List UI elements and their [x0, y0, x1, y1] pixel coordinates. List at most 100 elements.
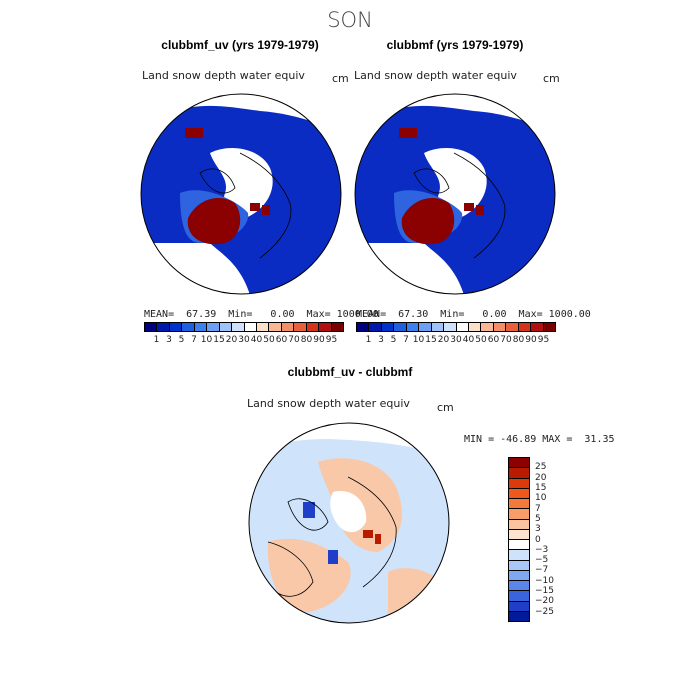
- panel1-colorbar-swatch: [331, 323, 343, 331]
- panel1-colorbar: [144, 322, 344, 332]
- diff-colorbar-swatch: [509, 570, 529, 581]
- panel1-stats: MEAN= 67.39 Min= 0.00 Max= 1000.00: [144, 309, 379, 320]
- panel1-colorbar-swatch: [145, 323, 158, 331]
- diff-colorbar-label: 5: [535, 513, 541, 524]
- panel1-colorbar-label: 70: [288, 335, 300, 345]
- panel2-map: [354, 93, 556, 295]
- panel2-colorbar-swatch: [369, 323, 382, 331]
- diff-colorbar-swatch: [509, 468, 529, 479]
- panel2-title: clubbmf (yrs 1979-1979): [386, 38, 524, 52]
- panel1-colorbar-swatch: [281, 323, 295, 331]
- panel1-variable: Land snow depth water equiv: [142, 69, 305, 82]
- panel2-colorbar-label: 60: [487, 335, 500, 345]
- panel2-colorbar-label: 90: [525, 335, 537, 345]
- diff-colorbar-label: −3: [535, 544, 549, 555]
- panel1-colorbar-swatch: [182, 323, 195, 331]
- diff-variable: Land snow depth water equiv: [247, 397, 410, 410]
- panel2-stats: MEAN= 67.30 Min= 0.00 Max= 1000.00: [356, 309, 591, 320]
- panel1-colorbar-swatch: [169, 323, 183, 331]
- panel1-colorbar-swatch: [219, 323, 233, 331]
- panel2-colorbar-label: 50: [475, 335, 487, 345]
- panel2-colorbar-label: 3: [378, 335, 384, 345]
- diff-colorbar-label: 25: [535, 462, 547, 473]
- panel2-colorbar-swatch: [543, 323, 555, 331]
- panel1-colorbar-label: 15: [213, 335, 225, 345]
- panel1-colorbar-swatch: [269, 323, 282, 331]
- panel2-colorbar-swatch: [481, 323, 494, 331]
- panel2-colorbar-swatch: [394, 323, 407, 331]
- panel2-colorbar-label: 20: [437, 335, 450, 345]
- panel2-colorbar-label: 80: [512, 335, 525, 345]
- panel2-colorbar-label: 15: [425, 335, 437, 345]
- panel1-colorbar-label: 60: [275, 335, 288, 345]
- panel1-colorbar-label: 10: [200, 335, 213, 345]
- panel1-coastline-b: [239, 152, 292, 259]
- panel1-colorbar-label: 90: [313, 335, 325, 345]
- diff-colorbar-swatch: [509, 529, 529, 540]
- panel2-units: cm: [543, 72, 560, 85]
- panel1-colorbar-label: 50: [263, 335, 275, 345]
- diff-colorbar-label: −20: [535, 596, 554, 607]
- panel2-high-patch: [399, 128, 417, 138]
- diff-colorbar-label: 15: [535, 482, 547, 493]
- diff-colorbar-label: −15: [535, 586, 554, 597]
- diff-colorbar-swatch: [509, 499, 529, 510]
- diff-zero-center: [330, 491, 367, 533]
- panel2-colorbar-swatch: [381, 323, 395, 331]
- diff-colorbar: [508, 457, 530, 622]
- diff-colorbar-label: −10: [535, 575, 554, 586]
- panel1-colorbar-label: 80: [300, 335, 313, 345]
- panel1-colorbar-swatch: [207, 323, 220, 331]
- panel2-colorbar-label: 95: [537, 335, 550, 345]
- diff-colorbar-swatch: [509, 581, 529, 592]
- diff-colorbar-swatch: [509, 601, 529, 612]
- panel1-colorbar-swatch: [256, 323, 270, 331]
- diff-colorbar-label: 3: [535, 524, 541, 535]
- panel1-colorbar-label: 20: [225, 335, 238, 345]
- panel1-colorbar-swatch: [244, 323, 257, 331]
- panel2-colorbar-swatch: [431, 323, 445, 331]
- panel1-colorbar-swatch: [294, 323, 307, 331]
- diff-stats: MIN = -46.89 MAX = 31.35: [464, 434, 615, 445]
- diff-map: [248, 422, 450, 624]
- panel2-colorbar-swatch: [444, 323, 457, 331]
- diff-colorbar-swatch: [509, 550, 529, 561]
- diff-colorbar-swatch: [509, 519, 529, 530]
- diff-coastline: [287, 498, 329, 531]
- diff-negative-patch-b: [328, 550, 338, 564]
- diff-map-border: [248, 422, 450, 624]
- panel1-colorbar-label: 40: [250, 335, 263, 345]
- season-title: SON: [327, 8, 373, 32]
- panel2-colorbar-swatch: [531, 323, 544, 331]
- panel2-colorbar-swatch: [506, 323, 519, 331]
- diff-colorbar-swatch: [509, 611, 529, 621]
- panel1-colorbar-swatch: [306, 323, 320, 331]
- panel1-colorbar-label: 1: [153, 335, 160, 345]
- panel1-colorbar-label: 7: [191, 335, 197, 345]
- diff-positive-small: [363, 530, 381, 544]
- panel1-greenland-high: [187, 198, 241, 245]
- panel2-colorbar-label: 40: [462, 335, 475, 345]
- diff-positive-east: [388, 568, 449, 623]
- diff-colorbar-label: 7: [535, 503, 541, 514]
- panel2-colorbar-label: 1: [365, 335, 372, 345]
- panel2-colorbar-swatch: [406, 323, 420, 331]
- diff-coastline-c: [267, 541, 314, 597]
- diff-colorbar-label: −25: [535, 606, 554, 617]
- diff-negative-patch: [303, 502, 315, 518]
- panel2-coastline: [413, 168, 450, 194]
- panel1-map: [140, 93, 342, 295]
- panel1-coastline: [199, 168, 236, 194]
- panel2-coastline-b: [453, 152, 506, 259]
- diff-colorbar-label: 20: [535, 472, 547, 483]
- diff-coastline-b: [347, 476, 397, 588]
- panel1-high-patch: [185, 128, 203, 138]
- panel2-colorbar-label: 70: [500, 335, 512, 345]
- diff-colorbar-label: −7: [535, 565, 549, 576]
- diff-colorbar-swatch: [509, 458, 529, 469]
- panel1-title: clubbmf_uv (yrs 1979-1979): [161, 38, 319, 52]
- panel2-colorbar-swatch: [357, 323, 370, 331]
- panel2-colorbar-swatch: [493, 323, 507, 331]
- panel2-high-small: [464, 203, 484, 215]
- panel2-colorbar-swatch: [419, 323, 432, 331]
